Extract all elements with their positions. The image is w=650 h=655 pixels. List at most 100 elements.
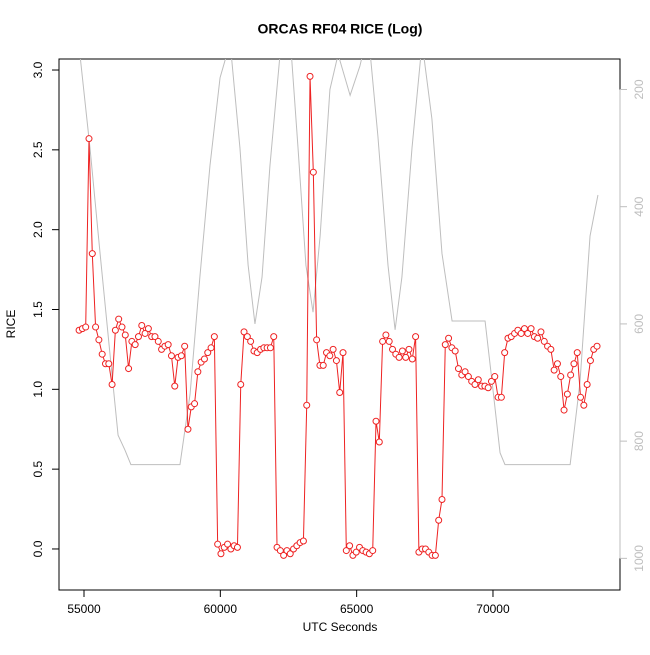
x-tick-label: 55000 bbox=[67, 602, 101, 616]
data-point bbox=[369, 547, 377, 555]
data-point bbox=[497, 393, 505, 401]
data-point bbox=[540, 337, 548, 345]
data-point bbox=[303, 401, 311, 409]
data-point bbox=[484, 384, 492, 392]
data-point bbox=[121, 331, 129, 339]
data-point bbox=[313, 336, 321, 344]
data-point bbox=[431, 551, 439, 559]
data-point bbox=[177, 352, 185, 360]
data-point bbox=[214, 540, 222, 548]
data-point bbox=[240, 328, 248, 336]
data-point bbox=[181, 342, 189, 350]
data-point bbox=[464, 373, 472, 381]
data-point bbox=[82, 323, 90, 331]
data-point bbox=[233, 543, 241, 551]
data-point bbox=[474, 376, 482, 384]
data-point bbox=[243, 333, 251, 341]
data-point bbox=[583, 381, 591, 389]
data-point bbox=[224, 540, 232, 548]
data-point bbox=[567, 371, 575, 379]
data-point bbox=[438, 495, 446, 503]
data-point bbox=[573, 349, 581, 357]
data-point bbox=[167, 352, 175, 360]
data-point bbox=[454, 365, 462, 373]
data-point bbox=[111, 326, 119, 334]
data-point bbox=[200, 355, 208, 363]
data-point bbox=[570, 360, 578, 368]
y2-tick-label: 600 bbox=[632, 314, 646, 334]
data-point bbox=[286, 550, 294, 558]
y-tick-label: 3.0 bbox=[31, 61, 45, 78]
data-point bbox=[95, 336, 103, 344]
data-point bbox=[108, 381, 116, 389]
data-point bbox=[339, 349, 347, 357]
data-point bbox=[537, 328, 545, 336]
data-point bbox=[194, 368, 202, 376]
data-point bbox=[85, 135, 93, 143]
data-point bbox=[299, 537, 307, 545]
data-point bbox=[534, 334, 542, 342]
data-point bbox=[134, 333, 142, 341]
data-point bbox=[471, 381, 479, 389]
data-point bbox=[379, 337, 387, 345]
data-point bbox=[276, 547, 284, 555]
data-point bbox=[105, 360, 113, 368]
y2-tick-label: 200 bbox=[632, 79, 646, 99]
data-point bbox=[441, 341, 449, 349]
data-point bbox=[138, 321, 146, 329]
plot-area bbox=[75, 59, 601, 559]
data-point bbox=[586, 357, 594, 365]
y-tick-label: 0.0 bbox=[31, 540, 45, 557]
data-point bbox=[557, 373, 565, 381]
data-point bbox=[210, 333, 218, 341]
data-point bbox=[451, 347, 459, 355]
data-point bbox=[560, 406, 568, 414]
data-point bbox=[184, 425, 192, 433]
data-point bbox=[461, 368, 469, 376]
y2-tick-label: 800 bbox=[632, 431, 646, 451]
data-point bbox=[352, 548, 360, 556]
data-point bbox=[346, 542, 354, 550]
data-point bbox=[270, 333, 278, 341]
y-tick-label: 1.0 bbox=[31, 381, 45, 398]
data-point bbox=[577, 393, 585, 401]
data-point bbox=[237, 381, 245, 389]
data-point bbox=[402, 353, 410, 361]
y-tick-label: 0.5 bbox=[31, 460, 45, 477]
data-point bbox=[309, 168, 317, 176]
data-point bbox=[115, 315, 123, 323]
data-point bbox=[329, 345, 337, 353]
y2-tick-label: 400 bbox=[632, 196, 646, 216]
data-point bbox=[547, 345, 555, 353]
y2-tick-label: 1000 bbox=[632, 545, 646, 572]
y-tick-label: 2.5 bbox=[31, 141, 45, 158]
y-axis-label: RICE bbox=[4, 310, 18, 339]
data-point bbox=[332, 357, 340, 365]
data-point bbox=[92, 323, 100, 331]
data-point bbox=[412, 333, 420, 341]
data-point bbox=[375, 438, 383, 446]
data-point bbox=[520, 325, 528, 333]
data-point bbox=[191, 400, 199, 408]
data-point bbox=[550, 366, 558, 374]
data-point bbox=[319, 361, 327, 369]
x-tick-label: 65000 bbox=[340, 602, 374, 616]
data-point bbox=[435, 516, 443, 524]
data-point bbox=[154, 337, 162, 345]
data-point bbox=[382, 331, 390, 339]
data-point bbox=[395, 353, 403, 361]
data-point bbox=[385, 337, 393, 345]
data-point bbox=[131, 341, 139, 349]
data-point bbox=[247, 337, 255, 345]
data-point bbox=[141, 329, 149, 337]
data-point bbox=[501, 349, 509, 357]
data-point bbox=[524, 329, 532, 337]
data-point bbox=[563, 390, 571, 398]
data-point bbox=[118, 323, 126, 331]
data-point bbox=[389, 345, 397, 353]
y-tick-label: 1.5 bbox=[31, 301, 45, 318]
data-point bbox=[405, 345, 413, 353]
